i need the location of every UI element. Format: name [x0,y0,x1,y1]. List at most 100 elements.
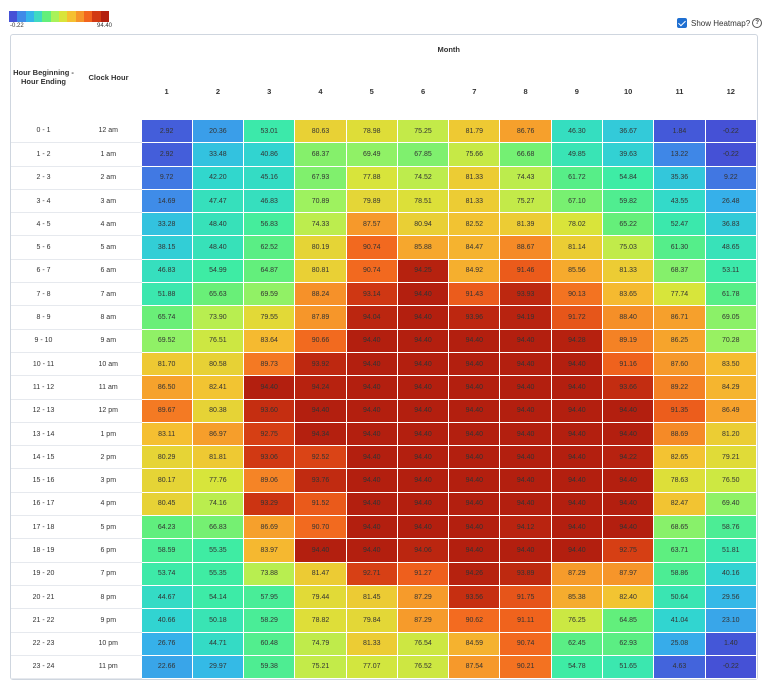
heatmap-cell: 41.04 [653,608,706,633]
clock-hour-cell: 4 pm [76,492,141,517]
heatmap-cell: 87.54 [448,654,501,680]
heatmap-cell: 61.30 [653,235,706,260]
heatmap-cell: 36.67 [602,118,655,144]
heatmap-cell: -0.22 [704,654,758,680]
heatmap-cell: 13.22 [653,142,706,167]
heatmap-cell: 80.94 [396,212,450,237]
heatmap-cell: 53.74 [140,561,193,586]
heatmap-cell: 75.21 [294,654,347,680]
heatmap-cell: 69.49 [345,142,398,167]
heatmap-cell: 86.76 [499,118,552,144]
heatmap-cell: 83.64 [243,328,296,353]
heatmap-cell: 91.11 [499,608,552,633]
heatmap-cell: 62.52 [243,235,296,260]
heatmap-cell: 92.75 [602,538,655,563]
heatmap-cell: 69.59 [243,282,296,307]
heatmap-cell: 94.40 [345,421,398,447]
show-heatmap-checkbox[interactable] [677,18,687,28]
heatmap-cell: 77.88 [345,165,398,190]
heatmap-cell: 91.35 [653,398,706,423]
heatmap-cell: 89.67 [140,398,193,423]
heatmap-cell: 84.92 [448,258,501,284]
heatmap-cell: 52.47 [653,212,706,237]
heatmap-cell: 77.07 [345,654,398,680]
heatmap-cell: 75.25 [396,118,450,144]
heatmap-cell: 94.40 [499,328,552,353]
heatmap-cell: 69.40 [704,491,758,517]
heatmap-cell: 68.65 [653,515,706,540]
hour-range-cell: 0 - 1 [11,119,76,144]
heatmap-cell: 81.79 [448,118,501,144]
heatmap-cell: 20.36 [191,118,245,144]
heatmap-cell: 26.48 [704,188,758,214]
heatmap-cell: 53.11 [704,258,758,284]
heatmap-cell: 46.83 [140,258,193,284]
heatmap-cell: 67.85 [396,142,450,167]
help-icon[interactable]: ? [752,18,763,28]
hour-range-cell: 13 - 14 [11,422,76,447]
heatmap-cell: 53.01 [243,118,296,144]
heatmap-cell: 93.96 [448,305,501,330]
heatmap-cell: 91.75 [499,584,552,610]
show-heatmap-toggle[interactable]: Show Heatmap? ? [677,18,763,28]
heatmap-cell: 88.24 [294,282,347,307]
month-column-header: 8 [523,86,528,96]
table-row: 13 - 14 1 pm 83.11 86.97 92.75 94.34 94.40 94.4… [11,421,758,447]
heatmap-cell: 77.76 [191,468,245,493]
heatmap-cell: 59.82 [602,188,655,214]
heatmap-cell: 68.37 [294,142,347,167]
heatmap-cell: 94.40 [396,398,450,423]
heatmap-cell: 81.33 [602,258,655,284]
heatmap-cell: 40.66 [140,608,193,633]
hour-range-cell: 14 - 15 [11,445,76,470]
legend-swatch [9,11,18,22]
heatmap-cell: 94.40 [448,445,501,470]
heatmap-cell: 82.40 [602,584,655,610]
heatmap-cell: 29.97 [191,654,245,680]
heatmap-cell: 82.52 [448,212,501,237]
heatmap-cell: 94.28 [550,328,604,353]
heatmap-cell: 89.73 [243,351,296,377]
clock-hour-cell: 6 am [76,259,141,284]
heatmap-cell: 54.78 [550,654,604,680]
heatmap-cell: 87.29 [396,584,450,610]
hour-range-cell: 21 - 22 [11,608,76,633]
heatmap-cell: 94.40 [345,445,398,470]
heatmap-cell: 74.79 [294,631,347,656]
heatmap-cell: 94.26 [448,561,501,586]
heatmap-cell: 64.87 [243,258,296,284]
heatmap-cell: 39.63 [602,142,655,167]
heatmap-cell: 74.33 [294,212,347,237]
heatmap-cell: 80.58 [191,351,245,377]
heatmap-cell: 80.45 [140,491,193,517]
heatmap-cell: 90.74 [345,235,398,260]
month-column-header: 12 [726,86,735,96]
heatmap-cell: 29.56 [704,584,758,610]
table-row: 19 - 20 7 pm 53.74 55.35 73.88 81.47 92.71 91.2… [11,561,758,586]
heatmap-cell: 94.40 [448,491,501,517]
heatmap-cell: 81.14 [550,235,604,260]
heatmap-cell: 94.40 [294,538,347,563]
clock-hour-cell: 12 pm [76,399,141,423]
heatmap-cell: 94.40 [550,491,604,517]
heatmap-cell: 94.04 [345,305,398,330]
heatmap-cell: 94.40 [602,468,655,493]
hour-range-cell: 10 - 11 [11,352,76,377]
heatmap-cell: 74.16 [191,491,245,517]
heatmap-cell: 80.81 [294,258,347,284]
hour-range-cell: 9 - 10 [11,329,76,353]
heatmap-cell: 67.93 [294,165,347,190]
heatmap-cell: 65.22 [602,212,655,237]
hour-range-cell: 5 - 6 [11,235,76,260]
heatmap-cell: 94.40 [396,421,450,447]
heatmap-cell: 81.47 [294,561,347,586]
heatmap-cell: 94.40 [499,351,552,377]
heatmap-cell: 90.74 [499,631,552,656]
heatmap-cell: 58.59 [140,538,193,563]
heatmap-cell: 46.30 [550,118,604,144]
heatmap-cell: 94.40 [602,515,655,540]
heatmap-cell: 64.23 [140,515,193,540]
